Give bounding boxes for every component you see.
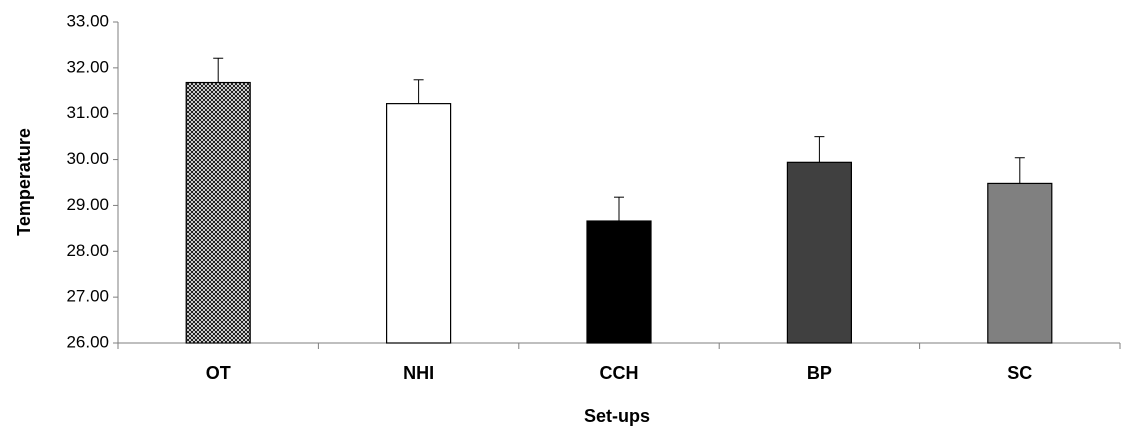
x-tick-label: BP (807, 363, 832, 383)
bar-bp (786, 161, 853, 344)
y-tick-label: 28.00 (66, 241, 109, 260)
y-tick-label: 29.00 (66, 195, 109, 214)
y-axis-title: Temperature (14, 128, 34, 236)
x-tick-label: CCH (600, 363, 639, 383)
y-tick-label: 26.00 (66, 332, 109, 351)
bar-ot (185, 81, 251, 344)
y-tick-label: 32.00 (66, 57, 109, 76)
x-tick-label: SC (1007, 363, 1032, 383)
bars (185, 81, 1053, 344)
bar-sc (987, 182, 1053, 344)
bar-cch (586, 220, 652, 344)
y-tick-label: 31.00 (66, 103, 109, 122)
tick-labels: 26.00 27.00 28.00 29.00 30.00 31.00 32.00 33.00… (66, 11, 1032, 383)
x-axis-title: Set-ups (584, 406, 650, 426)
x-tick-label: OT (206, 363, 231, 383)
y-tick-label: 30.00 (66, 149, 109, 168)
y-tick-label: 27.00 (66, 287, 109, 306)
bar-nhi (386, 103, 452, 344)
error-bars (213, 57, 1025, 222)
y-tick-label: 33.00 (66, 11, 109, 30)
x-tick-label: NHI (403, 363, 434, 383)
